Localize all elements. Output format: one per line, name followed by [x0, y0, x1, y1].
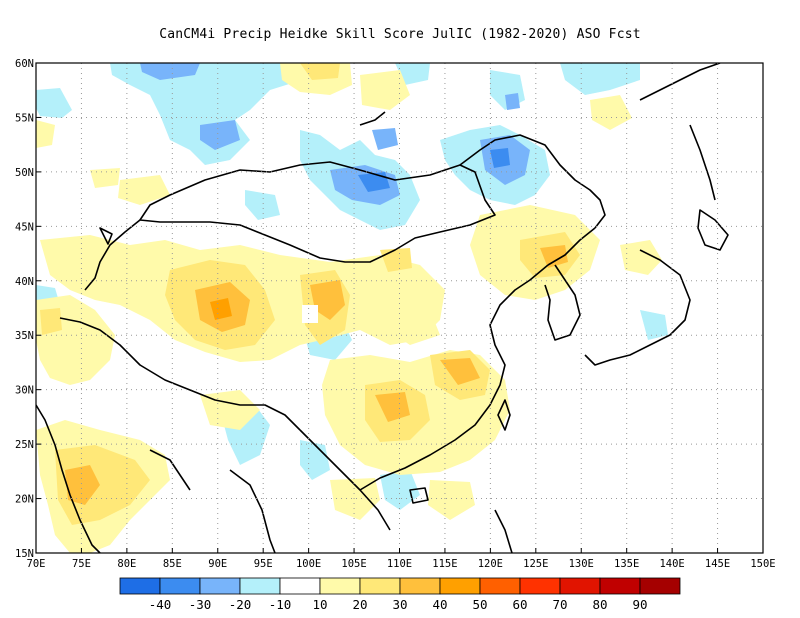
- map-title: CanCM4i Precip Heidke Skill Score JulIC …: [159, 27, 641, 42]
- x-tick-label: 70E: [27, 558, 46, 570]
- colorbar-label: 80: [592, 597, 607, 612]
- y-tick-label: 45N: [15, 221, 34, 233]
- x-tick-label: 120E: [478, 558, 503, 570]
- colorbar-swatch: [119, 577, 161, 595]
- x-tick-label: 85E: [163, 558, 182, 570]
- colorbar-swatch: [239, 577, 281, 595]
- x-tick-label: 150E: [750, 558, 775, 570]
- colorbar-swatch: [199, 577, 241, 595]
- x-tick-label: 90E: [208, 558, 227, 570]
- y-tick-label: 30N: [15, 385, 34, 397]
- colorbar-label: 50: [472, 597, 487, 612]
- colorbar-swatch: [639, 577, 681, 595]
- colorbar-label: 60: [512, 597, 527, 612]
- colorbar-label: -10: [269, 597, 292, 612]
- colorbar-swatch: [559, 577, 601, 595]
- x-tick-label: 115E: [432, 558, 457, 570]
- colorbar-label: -40: [149, 597, 172, 612]
- colorbar-label: 30: [392, 597, 407, 612]
- x-tick-label: 105E: [341, 558, 366, 570]
- colorbar-swatch: [479, 577, 521, 595]
- colorbar-swatch: [439, 577, 481, 595]
- y-tick-label: 60N: [15, 58, 34, 70]
- colorbar-label: -20: [229, 597, 252, 612]
- colorbar-swatch: [159, 577, 201, 595]
- colorbar-swatch: [399, 577, 441, 595]
- x-tick-label: 100E: [296, 558, 321, 570]
- colorbar-label: 20: [352, 597, 367, 612]
- x-tick-label: 135E: [614, 558, 639, 570]
- colorbar-swatch: [319, 577, 361, 595]
- colorbar-label: 10: [312, 597, 327, 612]
- y-tick-label: 50N: [15, 167, 34, 179]
- x-tick-label: 145E: [705, 558, 730, 570]
- x-tick-label: 140E: [659, 558, 684, 570]
- y-tick-label: 35N: [15, 330, 34, 342]
- colorbar: [119, 577, 681, 595]
- y-tick-label: 25N: [15, 439, 34, 451]
- coastlines-borders: [36, 63, 729, 553]
- x-tick-label: 110E: [387, 558, 412, 570]
- colorbar-label: 90: [632, 597, 647, 612]
- colorbar-label: -30: [189, 597, 212, 612]
- y-tick-label: 55N: [15, 112, 34, 124]
- colorbar-swatch: [519, 577, 561, 595]
- x-axis-ticks: 70E 75E 80E 85E 90E 95E 100E 105E 110E 115E 120E 12…: [27, 548, 776, 570]
- x-tick-label: 125E: [523, 558, 548, 570]
- colorbar-swatch: [279, 577, 321, 595]
- y-axis-ticks: 15N 20N 25N 30N 35N 40N 45N 50N 55N 60N: [15, 58, 41, 560]
- x-tick-label: 95E: [254, 558, 273, 570]
- x-tick-label: 80E: [117, 558, 136, 570]
- x-tick-label: 75E: [72, 558, 91, 570]
- colorbar-labels: -40 -30 -20 -10 10 20 30 40 50 60 70 80 90: [149, 597, 648, 612]
- colorbar-label: 70: [552, 597, 567, 612]
- x-tick-label: 130E: [569, 558, 594, 570]
- skill-shading: [36, 63, 668, 553]
- colorbar-swatch: [599, 577, 641, 595]
- grid-lines: [36, 63, 763, 553]
- y-tick-label: 40N: [15, 276, 34, 288]
- y-tick-label: 20N: [15, 494, 34, 506]
- y-tick-label: 15N: [15, 548, 34, 560]
- colorbar-label: 40: [432, 597, 447, 612]
- colorbar-swatch: [359, 577, 401, 595]
